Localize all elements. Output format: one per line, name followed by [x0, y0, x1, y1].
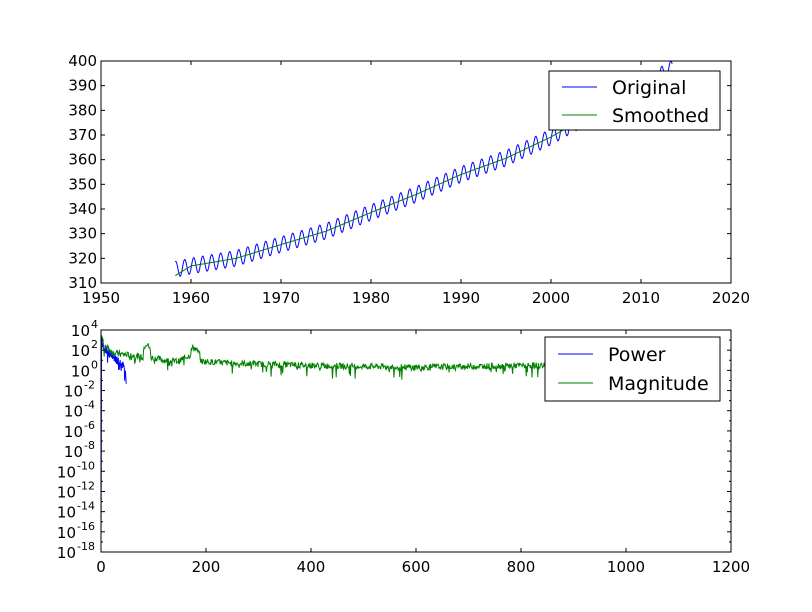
x-tick-label: 1960 [172, 289, 210, 307]
y-tick-label: 340 [68, 200, 97, 218]
legend: Power Magnitude [544, 336, 721, 402]
y-tick-label-exponent: 2 [91, 338, 98, 351]
legend-box [548, 70, 721, 131]
legend-label: Smoothed [612, 105, 709, 127]
legend-label: Magnitude [608, 373, 709, 395]
y-tick-label-exponent: 4 [91, 318, 98, 331]
x-tick-label: 1990 [442, 289, 480, 307]
y-tick-label-exponent: 0 [91, 358, 98, 371]
x-tick-label: 2010 [622, 289, 660, 307]
legend-label: Power [608, 344, 666, 366]
y-tick-label-base: 10 [57, 524, 76, 542]
y-tick-label: 400 [68, 52, 97, 70]
x-tick-label: 600 [402, 558, 431, 576]
y-tick-label: 370 [68, 126, 97, 144]
y-tick-label-base: 10 [57, 463, 76, 481]
y-tick-label: 360 [68, 151, 97, 169]
y-tick-label-exponent: -10 [77, 459, 95, 472]
x-tick-label: 1200 [712, 558, 750, 576]
x-tick-label: 0 [96, 558, 106, 576]
y-tick-label-exponent: -4 [84, 399, 95, 412]
y-tick-label-exponent: -18 [77, 540, 95, 553]
y-tick-label-base: 10 [71, 342, 90, 360]
x-tick-label: 200 [192, 558, 221, 576]
y-tick-label-base: 10 [64, 443, 83, 461]
y-tick-label-base: 10 [64, 383, 83, 401]
series-line-power [101, 335, 127, 542]
legend: Original Smoothed [548, 70, 721, 131]
axes-frame [100, 60, 732, 284]
x-tick-label: 400 [297, 558, 326, 576]
co2-time-series-panel: 1950 1960 1970 1980 1990 2000 2010 2020 310 320 33… [68, 52, 750, 307]
y-tick-label: 330 [68, 225, 97, 243]
x-tick-label: 2000 [532, 289, 570, 307]
x-tick-label: 1970 [262, 289, 300, 307]
y-tick-label-base: 10 [64, 403, 83, 421]
y-tick-label-exponent: -2 [84, 379, 95, 392]
y-tick-label: 350 [68, 175, 97, 193]
y-tick-label-base: 10 [71, 362, 90, 380]
y-tick-label: 320 [68, 249, 97, 267]
y-tick-label-exponent: -16 [77, 520, 95, 533]
y-tick-label-exponent: -6 [84, 419, 95, 432]
x-tick-label: 1950 [82, 289, 120, 307]
y-tick-label-base: 10 [57, 544, 76, 562]
y-tick-label-base: 10 [64, 423, 83, 441]
x-tick-label: 2020 [712, 289, 750, 307]
y-tick-label-exponent: -12 [77, 479, 95, 492]
x-tick-label: 800 [507, 558, 536, 576]
series-line-magnitude [101, 335, 548, 380]
y-tick-label: 390 [68, 77, 97, 95]
y-tick-label-base: 10 [57, 483, 76, 501]
x-tick-label: 1980 [352, 289, 390, 307]
legend-box [544, 336, 721, 402]
y-tick-label: 310 [68, 274, 97, 292]
y-tick-label: 380 [68, 101, 97, 119]
x-tick-label: 1000 [607, 558, 645, 576]
y-tick-label-base: 10 [57, 504, 76, 522]
y-tick-label-exponent: -14 [77, 500, 95, 513]
legend-label: Original [612, 77, 686, 99]
plot-lines [101, 335, 548, 542]
y-tick-label-exponent: -8 [84, 439, 95, 452]
y-tick-label-base: 10 [71, 322, 90, 340]
